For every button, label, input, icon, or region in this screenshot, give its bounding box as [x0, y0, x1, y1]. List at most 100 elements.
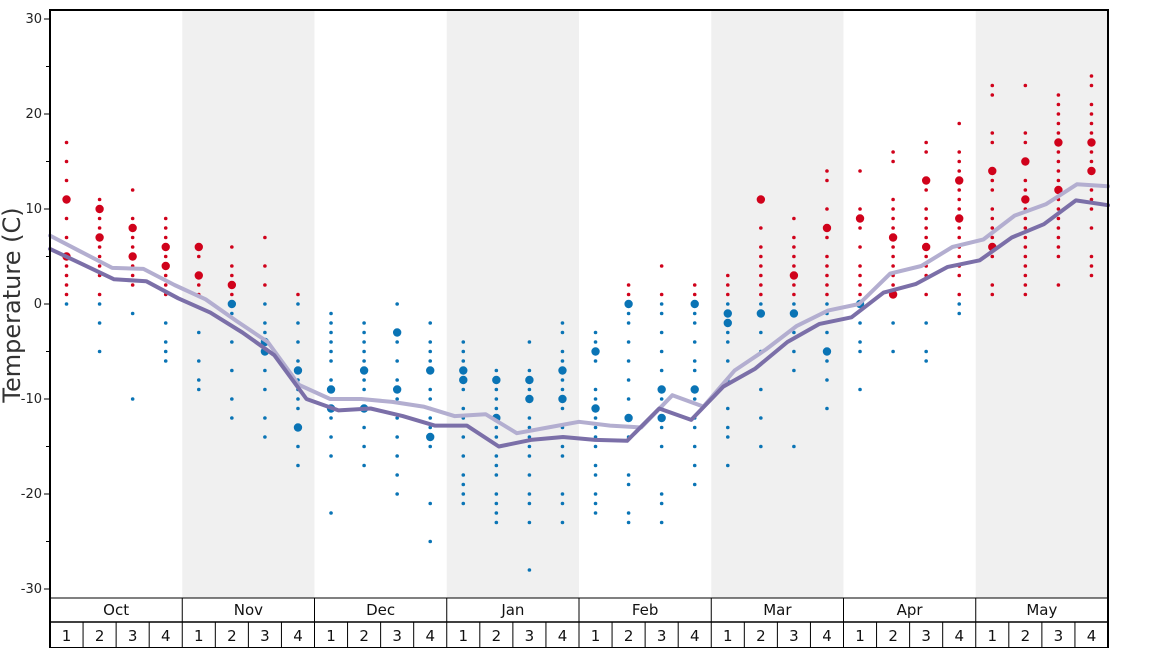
temperature-point [196, 359, 201, 363]
week-label: 2 [888, 627, 898, 645]
temperature-point [329, 511, 333, 515]
temperature-point [362, 359, 366, 363]
temperature-point [725, 435, 730, 439]
temperature-point [891, 159, 895, 164]
temperature-point [163, 216, 168, 221]
temperature-point [329, 340, 333, 344]
temperature-point [1056, 131, 1061, 135]
temperature-point [957, 159, 962, 164]
temperature-point [1089, 254, 1094, 259]
temperature-point [759, 444, 763, 449]
temperature-point-frequent [128, 252, 137, 261]
temperature-point [1056, 235, 1061, 240]
temperature-point [990, 235, 995, 240]
temperature-point [659, 330, 664, 335]
temperature-point [230, 264, 234, 268]
temperature-point [1089, 207, 1094, 211]
temperature-point-frequent [1087, 166, 1096, 176]
temperature-point [362, 378, 366, 382]
temperature-point [593, 425, 598, 430]
temperature-point [990, 254, 995, 259]
temperature-point [626, 397, 631, 401]
temperature-point [1089, 197, 1094, 202]
temperature-point [1056, 216, 1061, 221]
temperature-point [1089, 83, 1094, 88]
temperature-point [428, 501, 433, 506]
temperature-point [825, 406, 829, 411]
temperature-point [64, 235, 69, 240]
temperature-point [990, 83, 995, 88]
temperature-point [163, 349, 168, 354]
temperature-point [1023, 273, 1028, 278]
temperature-point [130, 235, 135, 240]
temperature-point [792, 292, 796, 297]
temperature-point [792, 264, 796, 268]
temperature-point [362, 463, 366, 468]
temperature-point [494, 463, 499, 468]
temperature-point [593, 416, 598, 420]
temperature-point [196, 378, 201, 382]
temperature-point [825, 169, 829, 173]
week-label: 2 [1021, 627, 1031, 645]
y-tick-label: 20 [25, 107, 42, 122]
temperature-point [858, 340, 862, 344]
temperature-point [957, 235, 962, 240]
temperature-point [626, 482, 631, 487]
temperature-point [64, 302, 69, 306]
temperature-point [329, 359, 333, 363]
temperature-point [527, 568, 532, 572]
temperature-point [924, 235, 928, 240]
temperature-point-frequent [459, 375, 468, 385]
temperature-point [395, 378, 399, 382]
temperature-point [560, 349, 565, 354]
temperature-point [725, 359, 730, 363]
temperature-point [1056, 112, 1061, 116]
temperature-point [593, 359, 598, 363]
temperature-point [990, 188, 995, 192]
temperature-point [825, 283, 829, 287]
temperature-point [560, 378, 565, 382]
temperature-point [659, 492, 664, 496]
temperature-point-frequent [1021, 195, 1030, 204]
temperature-point-frequent [1021, 157, 1030, 166]
temperature-point-frequent [227, 280, 237, 290]
temperature-point-frequent [558, 366, 567, 375]
temperature-point-frequent [756, 195, 766, 204]
temperature-point [891, 207, 895, 211]
temperature-point [1056, 169, 1061, 173]
temperature-point [230, 397, 234, 401]
temperature-point [362, 425, 366, 430]
temperature-point [725, 273, 730, 278]
y-tick-label: -20 [21, 487, 42, 502]
temperature-point [296, 321, 300, 325]
temperature-point [692, 292, 697, 297]
temperature-point-frequent [558, 394, 567, 404]
temperature-point [329, 416, 333, 420]
temperature-point [527, 387, 532, 392]
temperature-point [692, 463, 697, 468]
temperature-point [395, 454, 399, 458]
temperature-point [296, 397, 300, 401]
temperature-point [759, 387, 763, 392]
temperature-point [1056, 121, 1061, 126]
temperature-point [494, 425, 499, 430]
temperature-point [626, 283, 631, 287]
plot-frame [49, 9, 1109, 648]
temperature-point [725, 302, 730, 306]
temperature-point-frequent [525, 394, 534, 404]
temperature-point [461, 492, 466, 496]
temperature-point [527, 444, 532, 449]
temperature-point [560, 406, 565, 411]
temperature-point [626, 473, 631, 477]
temperature-point-frequent [624, 413, 633, 423]
temperature-point [527, 435, 532, 439]
temperature-point [692, 359, 697, 363]
temperature-point-frequent [822, 347, 832, 356]
week-label: 1 [723, 627, 733, 645]
temperature-point [759, 245, 763, 249]
temperature-point [858, 283, 862, 287]
temperature-point [362, 349, 366, 354]
temperature-point [395, 416, 399, 420]
temperature-point-frequent [789, 271, 799, 280]
temperature-point [891, 349, 895, 354]
